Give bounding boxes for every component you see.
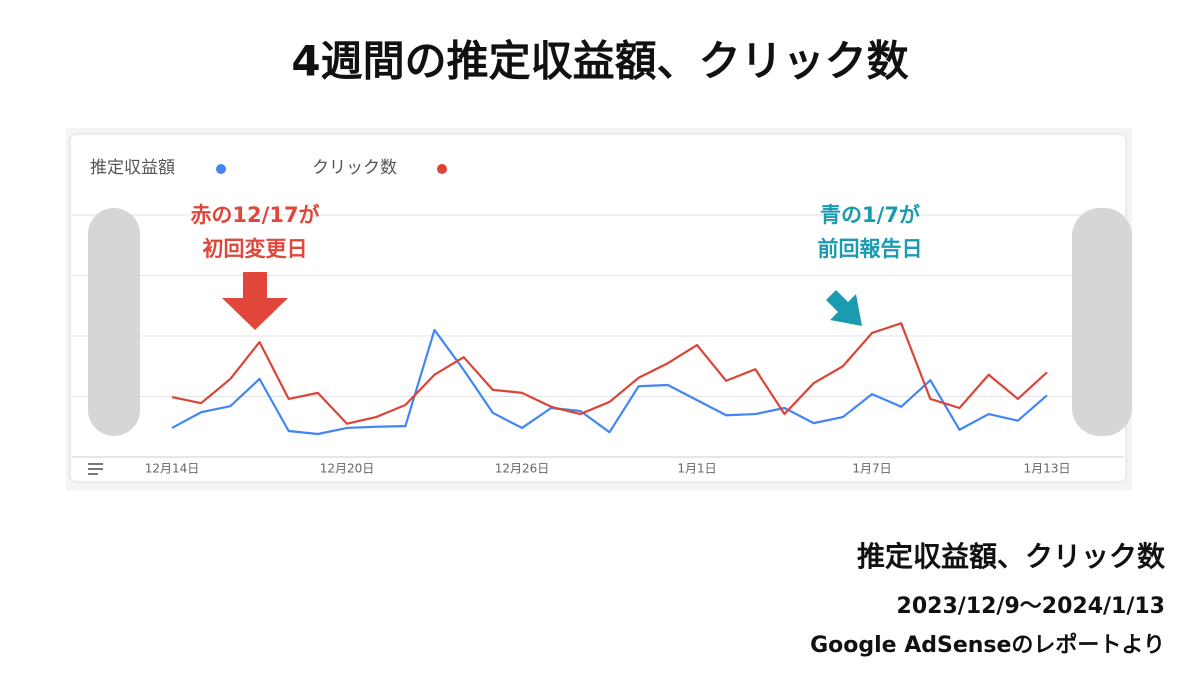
scroll-handle-left	[88, 208, 140, 436]
scroll-handle-right	[1072, 208, 1132, 436]
x-tick-label: 12月20日	[320, 462, 375, 476]
annotation: 初回変更日	[203, 237, 308, 261]
legend-swatch	[216, 164, 226, 174]
arrow-down	[222, 272, 288, 330]
annotation: 前回報告日	[818, 237, 923, 261]
legend-swatch	[437, 164, 447, 174]
series-line	[171, 328, 1048, 436]
arrow-diagonal	[826, 290, 862, 326]
legend-label: 推定収益額	[90, 158, 175, 178]
x-tick-label: 12月26日	[495, 462, 550, 476]
menu-icon	[88, 463, 103, 475]
x-tick-label: 1月1日	[677, 462, 716, 476]
chart-title: 4週間の推定収益額、クリック数	[291, 37, 908, 86]
x-tick-label: 1月7日	[852, 462, 891, 476]
legend-label: クリック数	[312, 158, 397, 178]
lines	[171, 322, 1048, 436]
x-tick-label: 12月14日	[145, 462, 200, 476]
footer: Google AdSenseのレポートより	[810, 632, 1165, 658]
footer: 2023/12/9〜2024/1/13	[897, 594, 1165, 619]
x-tick-label: 1月13日	[1024, 462, 1071, 476]
series-line	[171, 322, 1048, 425]
annotation: 青の1/7が	[820, 203, 920, 227]
footer: 推定収益額、クリック数	[857, 540, 1166, 573]
annotation: 赤の12/17が	[190, 203, 319, 227]
panel	[69, 133, 1127, 483]
